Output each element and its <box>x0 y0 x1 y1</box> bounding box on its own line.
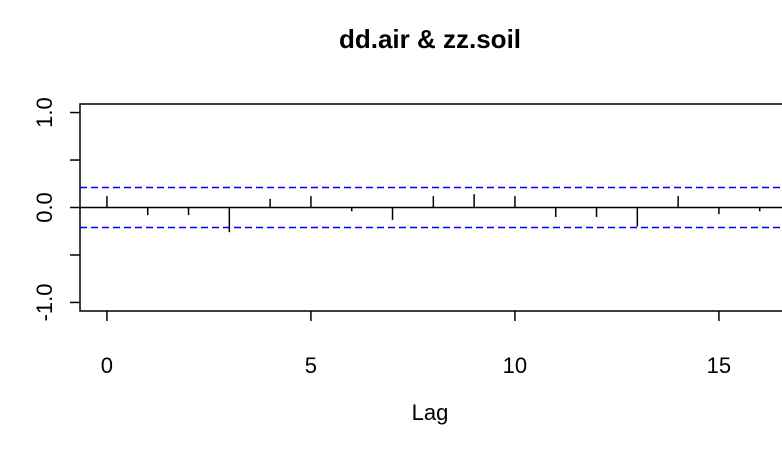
y-tick-label: -1.0 <box>32 283 57 321</box>
x-tick-label: 10 <box>503 353 527 378</box>
y-tick-label: 1.0 <box>32 97 57 128</box>
chart-title: dd.air & zz.soil <box>339 24 521 54</box>
y-tick-label: 0.0 <box>32 192 57 223</box>
x-axis-label: Lag <box>412 400 449 425</box>
x-tick-label: 15 <box>707 353 731 378</box>
x-tick-label: 5 <box>305 353 317 378</box>
x-tick-label: 0 <box>101 353 113 378</box>
